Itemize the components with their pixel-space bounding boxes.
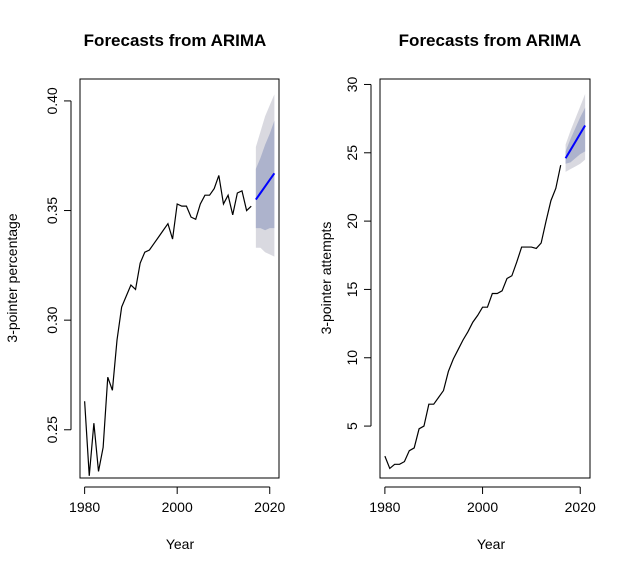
x-tick-label: 2000 — [162, 499, 193, 515]
y-tick-label: 15 — [344, 281, 360, 297]
forecast-line — [255, 172, 276, 201]
y-axis: 5 10 15 20 25 30 — [344, 76, 372, 430]
x-tick-label: 2000 — [467, 499, 498, 515]
x-axis: 1980 2000 2020 — [369, 486, 596, 515]
x-tick-label: 1980 — [369, 499, 400, 515]
y-tick-label: 25 — [344, 145, 360, 161]
y-tick-label: 0.35 — [44, 197, 60, 224]
series-lines — [84, 172, 276, 476]
y-tick-label: 10 — [344, 350, 360, 366]
forecast-line — [564, 124, 586, 159]
x-axis-label: Year — [166, 536, 195, 552]
x-axis-label: Year — [477, 536, 506, 552]
x-axis: 1980 2000 2020 — [69, 486, 286, 515]
left-chart-panel: Forecasts from ARIMA 1980 2000 2020 0.250.… — [4, 31, 286, 552]
y-tick-label: 0.25 — [44, 416, 60, 443]
x-tick-label: 1980 — [69, 499, 100, 515]
plot-frame — [379, 78, 591, 479]
y-tick-label: 0.30 — [44, 306, 60, 333]
prediction-intervals — [255, 94, 275, 257]
y-axis-label: 3-pointer attempts — [318, 222, 334, 335]
x-tick-label: 2020 — [254, 499, 285, 515]
right-chart-panel: Forecasts from ARIMA 1980 2000 2020 5 10 15 2… — [318, 31, 596, 552]
y-tick-label: 30 — [344, 76, 360, 92]
history-line — [384, 164, 562, 470]
chart-title: Forecasts from ARIMA — [84, 31, 267, 50]
pi80-band — [255, 120, 275, 231]
plot-frame — [79, 78, 280, 479]
prediction-intervals — [565, 94, 586, 172]
y-tick-label: 0.40 — [44, 87, 60, 114]
x-tick-label: 2020 — [565, 499, 596, 515]
y-axis-label: 3-pointer percentage — [4, 213, 20, 342]
y-tick-label: 20 — [344, 213, 360, 229]
history-line — [84, 175, 252, 476]
chart-title: Forecasts from ARIMA — [399, 31, 582, 50]
series-lines — [384, 124, 586, 470]
y-axis: 0.25 0.30 0.35 0.40 — [44, 87, 72, 443]
y-tick-label: 5 — [344, 422, 360, 430]
